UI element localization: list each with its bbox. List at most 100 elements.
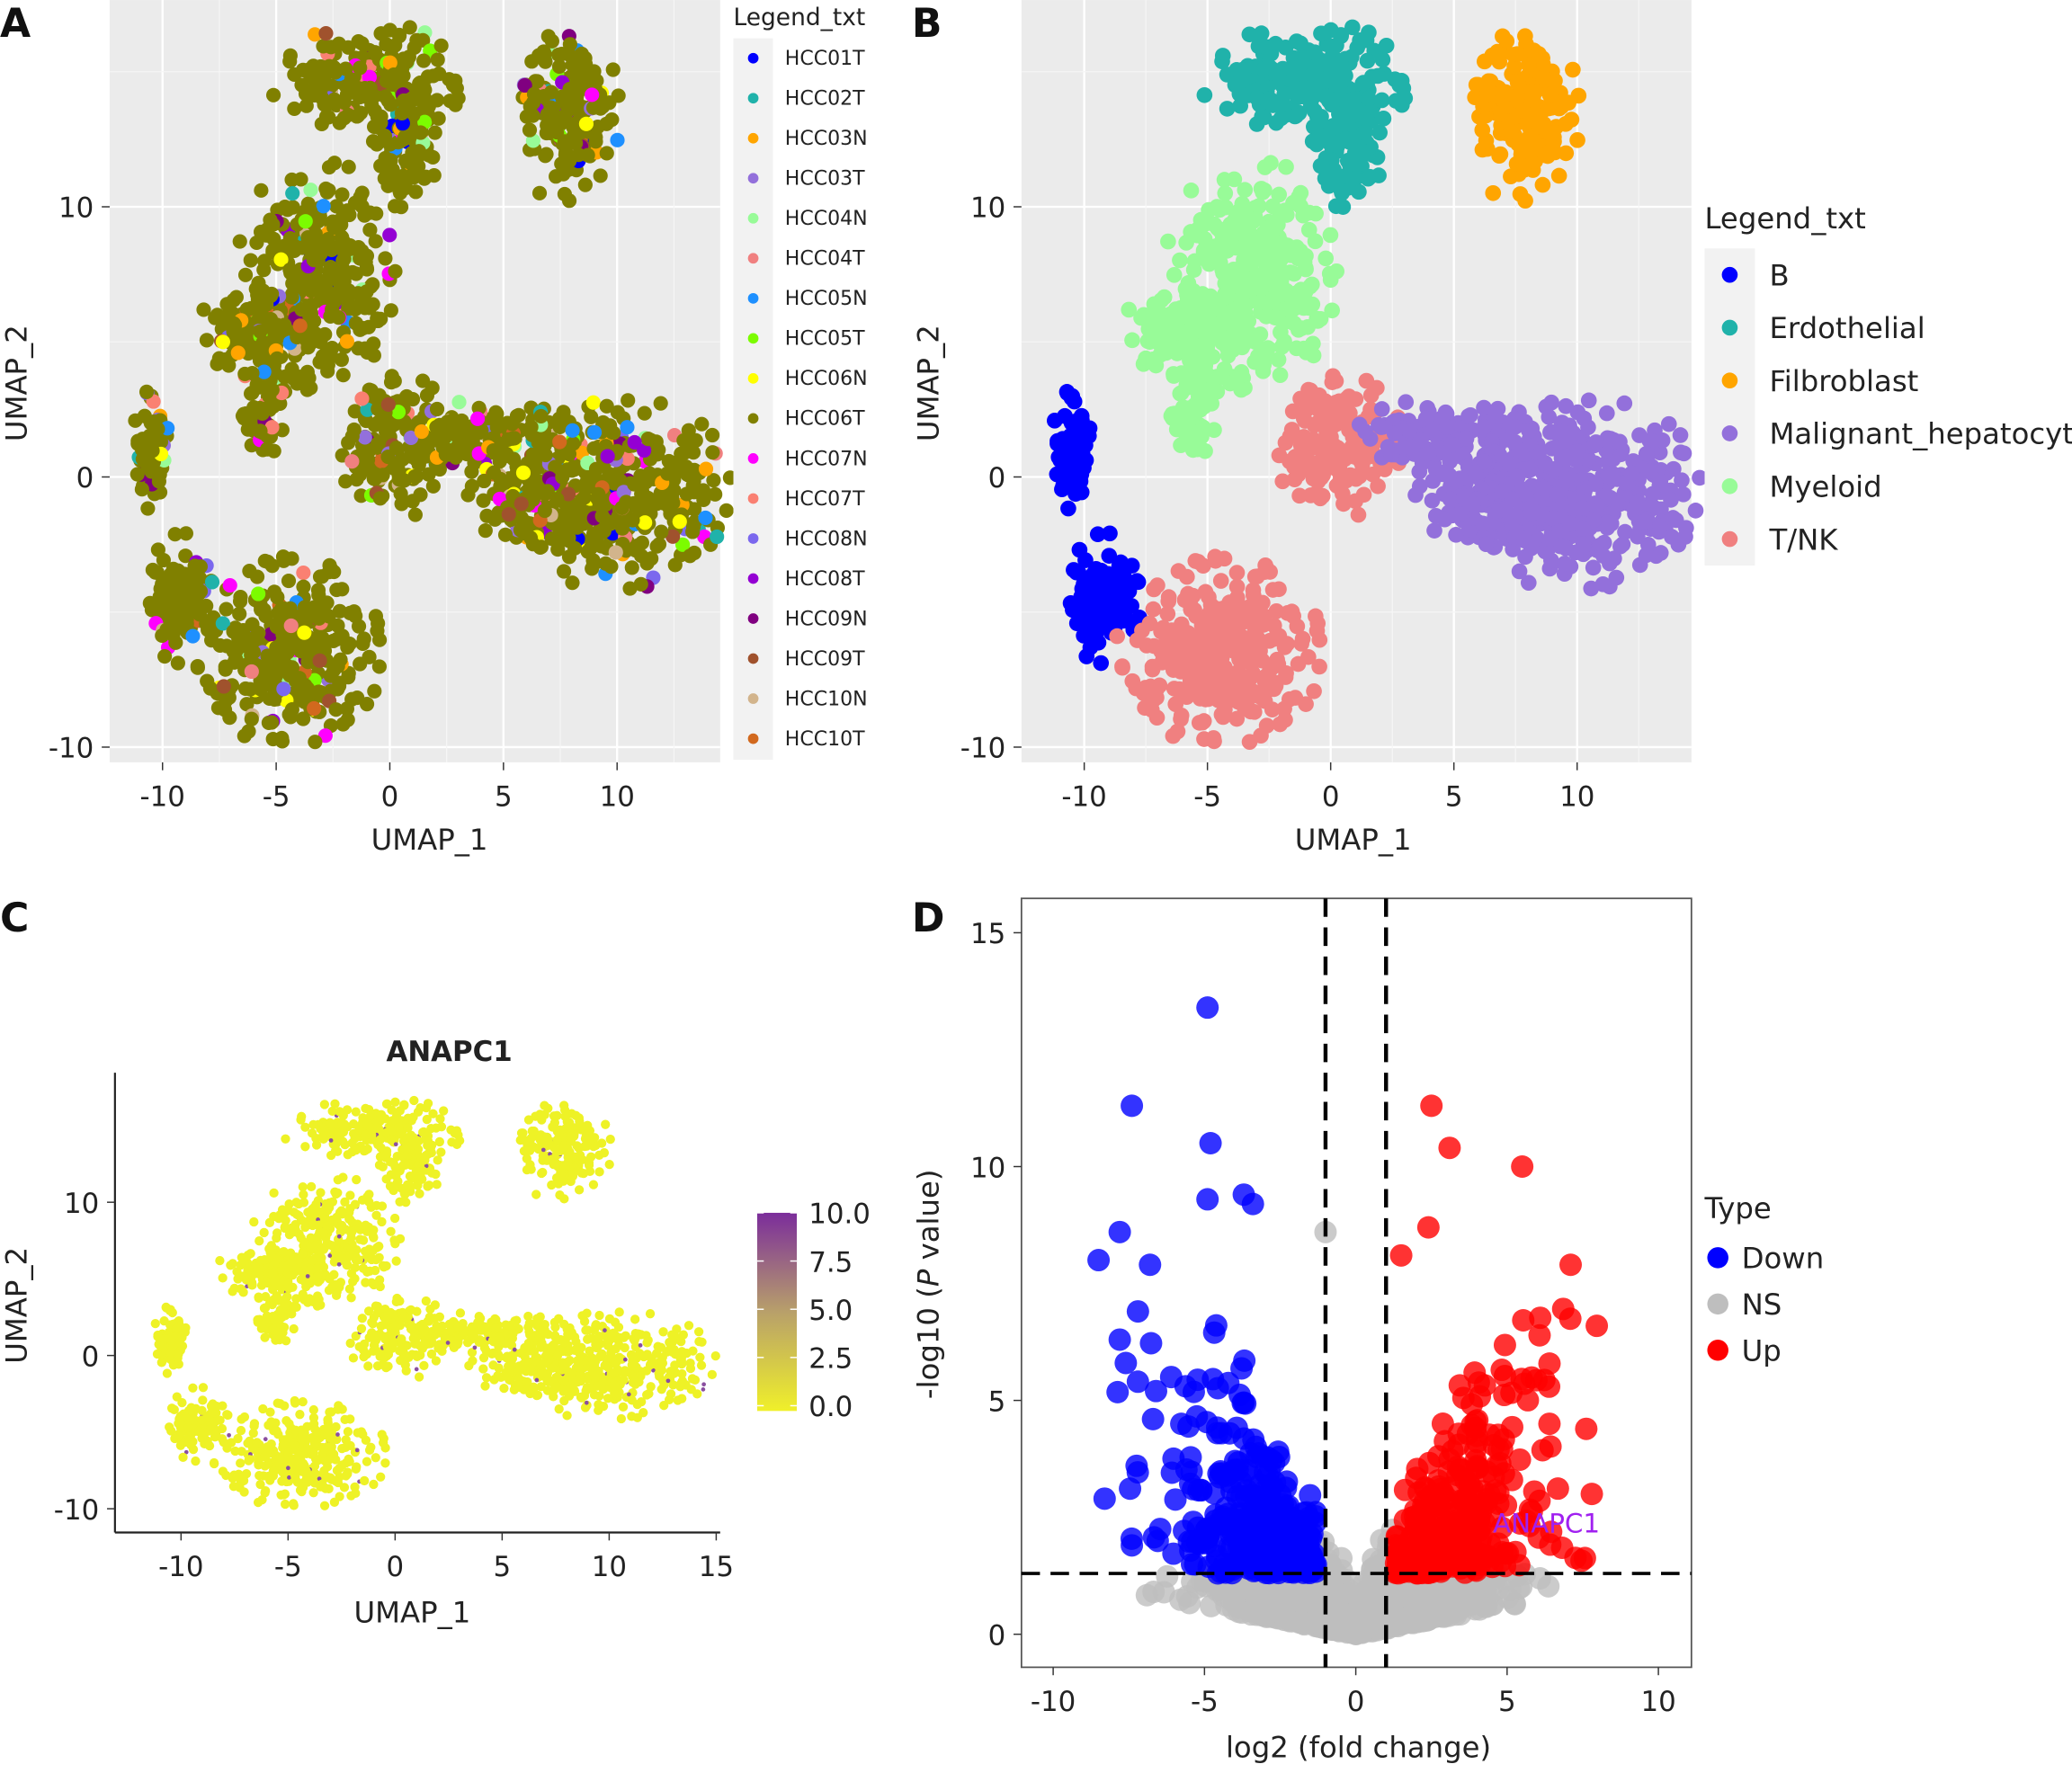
legend-key-hcc09n bbox=[747, 613, 759, 624]
x-tick-label: -5 bbox=[1193, 780, 1221, 813]
cell-point bbox=[128, 413, 143, 428]
cell-point bbox=[1580, 419, 1596, 436]
cell-point bbox=[282, 48, 298, 63]
cell-point bbox=[1250, 348, 1266, 365]
cell-point bbox=[429, 420, 444, 435]
cell-point bbox=[1283, 422, 1300, 438]
cell-point bbox=[1352, 151, 1368, 168]
cell-point bbox=[419, 1155, 429, 1165]
cell-point bbox=[1058, 384, 1076, 400]
cell-point bbox=[627, 477, 642, 492]
cell-point bbox=[335, 187, 350, 202]
cell-point bbox=[1521, 57, 1537, 73]
cell-point bbox=[395, 1106, 405, 1116]
cell-point bbox=[1355, 124, 1372, 141]
cell-point bbox=[394, 200, 409, 215]
cell-point bbox=[675, 537, 691, 552]
cell-point bbox=[469, 411, 486, 426]
cell-point bbox=[672, 514, 687, 530]
cell-point bbox=[1535, 69, 1551, 85]
cell-point bbox=[688, 432, 703, 448]
cell-point bbox=[1337, 131, 1354, 147]
legend-title: Legend_txt bbox=[1705, 201, 1866, 236]
cell-point bbox=[344, 300, 359, 316]
cell-point bbox=[150, 542, 165, 557]
cell-point bbox=[415, 1171, 425, 1181]
cell-point bbox=[489, 420, 505, 435]
cell-point bbox=[401, 1198, 411, 1207]
x-tick-label: -5 bbox=[263, 780, 290, 813]
cell-point bbox=[1241, 734, 1258, 750]
cell-point bbox=[585, 531, 600, 547]
cell-point bbox=[474, 423, 489, 438]
cell-point bbox=[555, 469, 570, 485]
cell-point bbox=[296, 711, 311, 726]
cell-point bbox=[1383, 446, 1400, 463]
cell-point bbox=[429, 401, 445, 417]
cell-point bbox=[351, 33, 366, 49]
legend-label: HCC02T bbox=[785, 88, 865, 111]
cell-point bbox=[1248, 116, 1265, 132]
cell-point bbox=[413, 1181, 423, 1190]
cell-point bbox=[1292, 184, 1309, 201]
cell-point bbox=[1288, 285, 1305, 301]
legend-key-hcc01t bbox=[747, 52, 759, 64]
x-axis-label: UMAP_1 bbox=[371, 823, 488, 857]
cell-point bbox=[1271, 186, 1288, 203]
cell-point bbox=[1245, 213, 1261, 230]
cell-point bbox=[371, 659, 387, 674]
cell-point bbox=[382, 227, 397, 243]
cell-point bbox=[1312, 490, 1328, 507]
cell-point bbox=[1583, 580, 1600, 597]
cell-point bbox=[416, 53, 432, 68]
x-tick-label: 0 bbox=[1322, 780, 1340, 813]
cell-point bbox=[246, 630, 262, 646]
legend-key-hcc07t bbox=[747, 493, 759, 504]
cell-point bbox=[1241, 26, 1258, 43]
cell-point bbox=[696, 492, 711, 507]
cell-point bbox=[1511, 563, 1528, 580]
cell-point bbox=[264, 420, 280, 435]
cell-point bbox=[1186, 601, 1202, 619]
cell-point bbox=[425, 68, 441, 84]
legend-label: HCC03N bbox=[785, 128, 868, 150]
cell-point bbox=[1142, 699, 1159, 717]
cell-point bbox=[588, 461, 604, 477]
y-axis-label: UMAP_2 bbox=[0, 325, 33, 441]
cell-point bbox=[290, 376, 305, 391]
cell-point bbox=[164, 611, 179, 628]
y-tick-label: 0 bbox=[76, 462, 94, 494]
legend-key-hcc04t bbox=[747, 253, 759, 264]
cell-point bbox=[665, 529, 681, 544]
cell-point bbox=[242, 564, 257, 579]
cell-point bbox=[415, 1189, 424, 1198]
cell-point bbox=[339, 334, 354, 349]
cell-point bbox=[262, 388, 277, 404]
cell-point bbox=[342, 637, 357, 652]
cell-point bbox=[1240, 252, 1256, 269]
cell-point bbox=[348, 1119, 359, 1129]
cell-point bbox=[185, 628, 201, 644]
cell-point bbox=[284, 551, 299, 566]
cell-point bbox=[1550, 167, 1567, 184]
legend-label: Filbroblast bbox=[1770, 364, 1919, 398]
cell-point bbox=[586, 441, 602, 456]
legend-key-hcc05t bbox=[747, 333, 759, 344]
cell-point bbox=[403, 1123, 413, 1133]
cell-point bbox=[1146, 637, 1162, 655]
cell-point bbox=[1598, 405, 1615, 422]
cell-point bbox=[1360, 90, 1377, 107]
cell-point bbox=[708, 486, 723, 502]
cell-point bbox=[344, 454, 360, 469]
cell-point bbox=[610, 405, 625, 420]
cell-point bbox=[1194, 714, 1211, 731]
cell-point bbox=[140, 501, 156, 516]
cell-point bbox=[1458, 430, 1474, 447]
cell-point bbox=[1220, 238, 1237, 255]
cell-point bbox=[326, 240, 341, 255]
cell-point bbox=[653, 396, 668, 411]
cell-point bbox=[323, 308, 338, 324]
cell-point bbox=[1141, 334, 1158, 351]
